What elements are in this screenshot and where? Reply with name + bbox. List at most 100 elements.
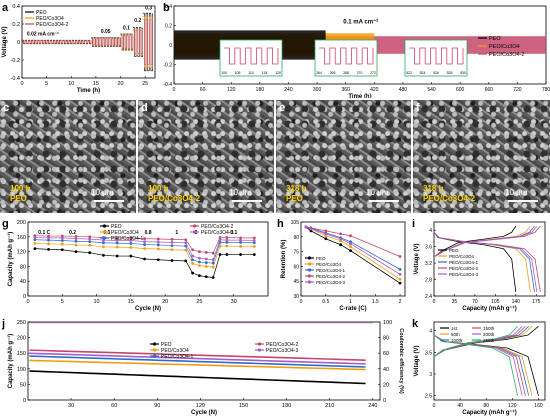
data-point — [156, 247, 160, 251]
inset-tick-label: 100 — [221, 71, 227, 75]
x-tick-label: 120 — [196, 403, 205, 409]
legend-entry: PEO/Co3O4-2 — [449, 266, 479, 271]
x-tick-label: 10 — [94, 299, 100, 305]
legend-marker — [152, 348, 157, 352]
inset-tick-label: 268 — [343, 71, 349, 75]
data-point — [239, 236, 242, 240]
data-point — [115, 236, 119, 240]
rate-label: 0.1 — [230, 230, 237, 236]
x-tick-label: 660 — [485, 87, 494, 93]
y-tick-label: 2.4 — [425, 294, 432, 300]
x-tick-label: 20 — [162, 299, 168, 305]
data-point — [239, 238, 242, 242]
capacity-series-peo-co3o4 — [29, 359, 366, 371]
plot-frame — [27, 321, 381, 401]
data-point — [304, 225, 308, 229]
x-tick-label: 120 — [227, 87, 236, 93]
data-point — [398, 281, 402, 285]
series-line-peo-co3o4-3 — [34, 237, 255, 261]
data-point — [60, 248, 64, 252]
data-point — [239, 253, 242, 256]
sem-sample-label: PEO — [286, 194, 303, 203]
x-tick-label: 600 — [456, 87, 465, 93]
data-point — [33, 247, 37, 251]
legend-entry: 1st — [451, 326, 458, 331]
legend-entry: PEO/Co3O4 — [111, 230, 139, 236]
annotation-current: 0.05 — [101, 29, 111, 35]
x-axis-label: C-rate (C) — [339, 306, 366, 312]
charge-curve — [433, 225, 538, 258]
x-axis-label: Cycle (N) — [135, 306, 161, 312]
x-tick-label: 300 — [313, 87, 322, 93]
x-tick-label: 2 — [399, 299, 402, 305]
x-tick-label: 150 — [239, 403, 248, 409]
data-point — [184, 244, 188, 248]
data-point — [184, 241, 188, 245]
legend-entry: 150th — [483, 326, 495, 331]
x-tick-label: 240 — [284, 87, 293, 93]
data-point — [60, 239, 64, 242]
x-tick-label: 60 — [111, 403, 117, 409]
legend-marker — [307, 262, 312, 266]
sem-texture — [276, 100, 411, 213]
x-tick-label: 0 — [26, 299, 29, 305]
series-peo-co3o4-2 — [22, 40, 92, 44]
data-point — [115, 239, 119, 242]
x-axis-label: Time (h) — [348, 94, 371, 98]
x-tick-label: 0 — [20, 81, 23, 87]
data-point — [143, 237, 146, 241]
data-point — [115, 254, 119, 258]
capacity-series-peo-co3o4-1 — [29, 355, 366, 368]
x-tick-label: 180 — [256, 87, 265, 93]
data-point — [398, 267, 402, 271]
discharge-curve — [433, 334, 523, 396]
rate-label: 0.8 — [145, 230, 152, 236]
rate-label: 0.2 — [69, 230, 76, 236]
legend-entry: PEO/Co3O4 — [449, 254, 475, 259]
inset-tick-label: 270 — [357, 71, 363, 75]
series-peo-co3o4-2 — [142, 19, 153, 65]
data-point — [349, 245, 352, 249]
data-point — [252, 239, 256, 242]
data-point — [339, 232, 343, 236]
charge-curve — [433, 326, 518, 357]
data-point — [191, 254, 194, 258]
data-point — [102, 253, 105, 257]
data-point — [129, 254, 133, 258]
sem-time-label: 100 h — [148, 184, 169, 193]
annotation-current: 0.2 — [134, 18, 141, 24]
data-point — [349, 242, 352, 246]
data-point — [211, 251, 215, 255]
sem-image-e: e 318 h PEO 10 μm — [276, 100, 411, 213]
sem-texture — [413, 100, 550, 213]
data-point — [170, 240, 174, 244]
scale-bar — [232, 200, 262, 202]
data-point — [204, 250, 208, 254]
data-point — [129, 239, 133, 242]
sem-sample-label: PEO — [10, 194, 27, 203]
sem-sample-label: PEO/Co3O4-2 — [423, 194, 476, 203]
x-axis-label: Time (h) — [77, 88, 100, 94]
legend-entry: PEO/Co3O4-2 — [266, 342, 298, 348]
legend-entry: PEO — [489, 36, 501, 42]
y2-tick-label: 0 — [383, 398, 386, 404]
x-tick-label: 360 — [342, 87, 351, 93]
data-point — [218, 253, 222, 256]
x-tick-label: 20 — [117, 81, 123, 87]
data-point — [349, 249, 352, 253]
legend-marker — [102, 236, 107, 240]
y-tick-label: 3 — [429, 372, 432, 378]
data-point — [74, 250, 78, 253]
data-point — [198, 260, 201, 264]
discharge-curve — [433, 334, 530, 396]
y2-tick-label: 20 — [383, 382, 389, 388]
inset-frame — [219, 39, 283, 77]
y2-tick-label: 60 — [383, 351, 389, 357]
data-point — [198, 274, 201, 278]
x-tick-label: 175 — [532, 299, 541, 305]
data-point — [143, 243, 146, 246]
y-tick-label: 0.2 — [12, 22, 20, 28]
scale-bar — [94, 200, 124, 202]
data-point — [211, 261, 215, 265]
panel-label-i: i — [412, 218, 416, 230]
